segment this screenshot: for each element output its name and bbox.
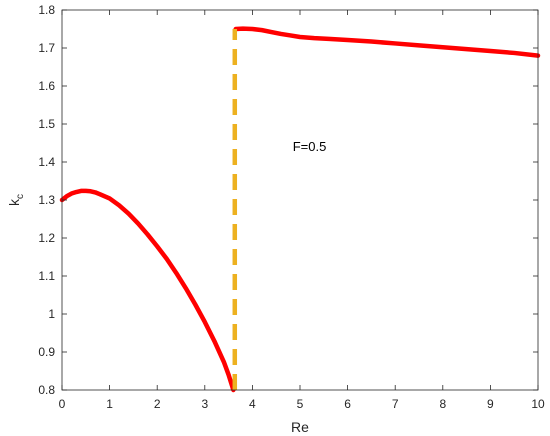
x-tick-label: 10 bbox=[531, 397, 545, 411]
y-axis-title: kc bbox=[6, 194, 26, 206]
y-tick-label: 1 bbox=[48, 307, 55, 321]
y-tick-label: 1.8 bbox=[38, 3, 55, 17]
y-tick-label: 1.6 bbox=[38, 79, 55, 93]
y-tick-label: 1.1 bbox=[38, 269, 55, 283]
plot-background bbox=[62, 10, 538, 390]
x-tick-label: 9 bbox=[487, 397, 494, 411]
y-tick-label: 1.4 bbox=[38, 155, 55, 169]
x-tick-label: 8 bbox=[439, 397, 446, 411]
x-tick-label: 0 bbox=[59, 397, 66, 411]
labels-layer: 0 1 2 3 4 5 6 7 8 9 10 0.8 0.9 1 1.1 1.2 1.3 1.4 1.5 1.6 1.7… bbox=[6, 3, 545, 435]
series-line-1 bbox=[59, 188, 236, 393]
x-tick-label: 7 bbox=[392, 397, 399, 411]
y-axis-title-subscript: c bbox=[15, 194, 26, 199]
x-tick-label: 1 bbox=[106, 397, 113, 411]
x-tick-label: 2 bbox=[154, 397, 161, 411]
y-tick-label: 0.9 bbox=[38, 345, 55, 359]
y-tick-label: 1.3 bbox=[38, 193, 55, 207]
x-tick-label: 3 bbox=[201, 397, 208, 411]
series-line-2 bbox=[233, 26, 541, 58]
x-tick-label: 6 bbox=[344, 397, 351, 411]
y-tick-label: 1.5 bbox=[38, 117, 55, 131]
axes-layer bbox=[61, 9, 539, 391]
y-tick-label: 1.2 bbox=[38, 231, 55, 245]
y-axis-title-base: k bbox=[6, 198, 22, 206]
x-tick-label: 5 bbox=[297, 397, 304, 411]
annotation-label: F=0.5 bbox=[293, 139, 327, 154]
x-tick-label: 4 bbox=[249, 397, 256, 411]
x-axis-title: Re bbox=[291, 419, 309, 435]
plot-area bbox=[62, 10, 538, 390]
y-tick-label: 1.7 bbox=[38, 41, 55, 55]
y-tick-label: 0.8 bbox=[38, 383, 55, 397]
series-layer bbox=[59, 26, 541, 393]
